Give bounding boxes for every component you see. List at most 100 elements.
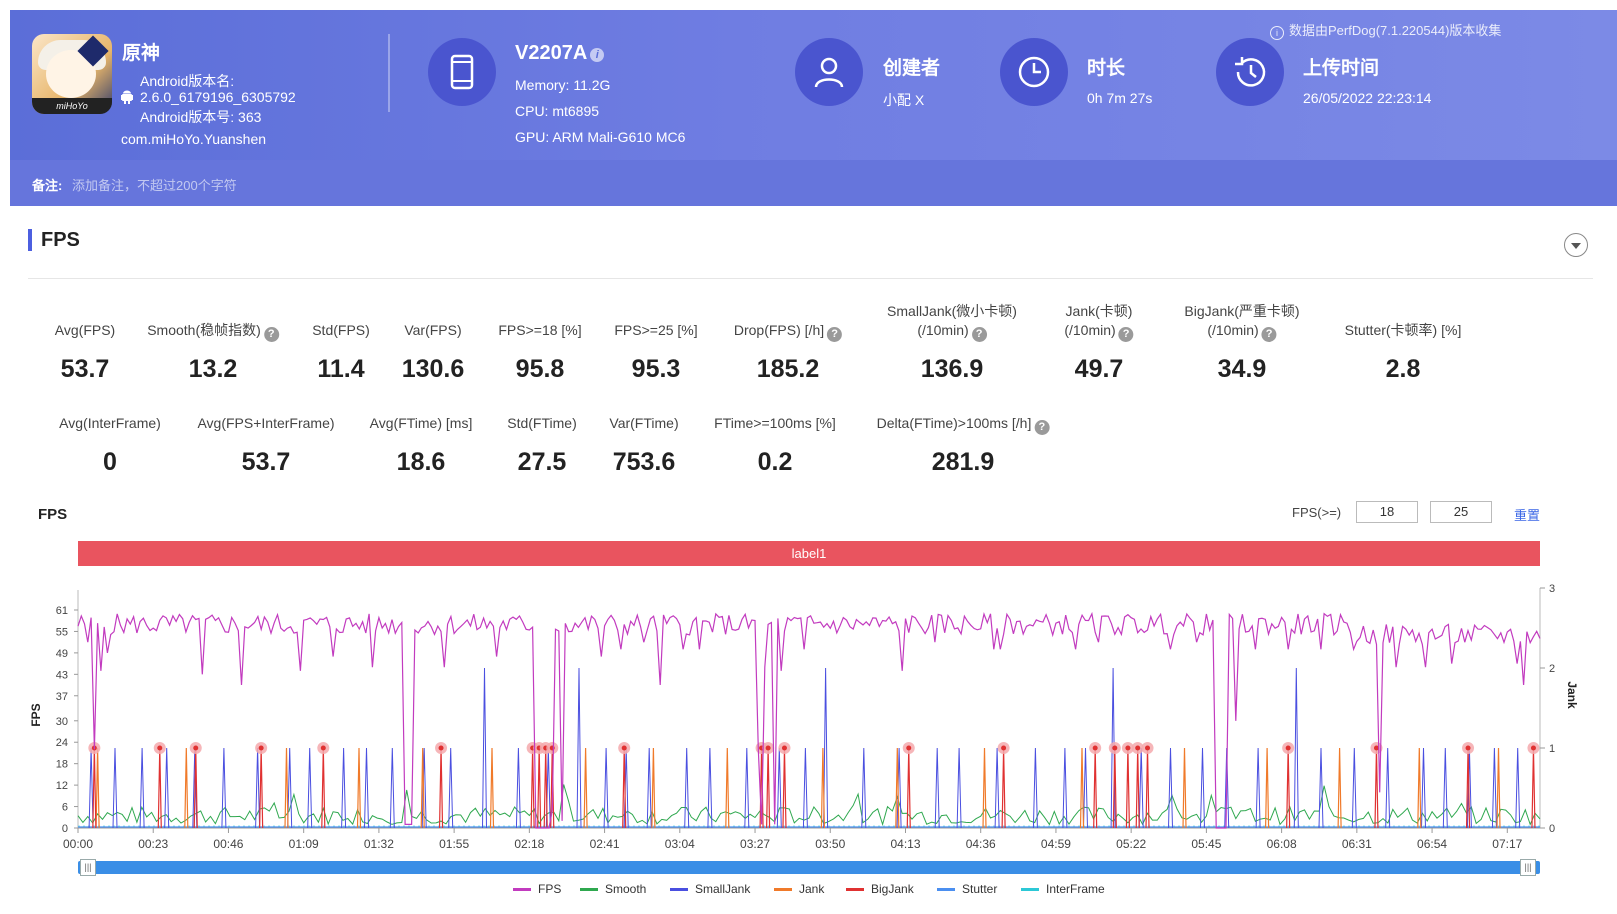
- collapse-toggle-icon[interactable]: [1564, 233, 1588, 257]
- reset-button[interactable]: 重置: [1514, 508, 1541, 523]
- bigjank-spike: [1112, 747, 1117, 829]
- y-tick-label: 37: [56, 691, 68, 703]
- metrics_row2-value-0: 0: [103, 448, 117, 476]
- device-gpu: GPU: ARM Mali-G610 MC6: [515, 129, 686, 145]
- bigjank-marker: [1462, 742, 1475, 754]
- metrics_row1-label-0: Avg(FPS): [54, 322, 116, 338]
- help-icon[interactable]: ?: [1034, 420, 1050, 435]
- bigjank-spike: [1135, 747, 1140, 829]
- fps-threshold-input-1[interactable]: 18: [1356, 501, 1418, 523]
- device-memory: Memory: 11.2G: [515, 77, 611, 93]
- metrics_row1-value-8: 49.7: [1074, 355, 1124, 383]
- bigjank-spike: [543, 747, 548, 829]
- legend-swatch: [580, 888, 598, 892]
- creator-value: 小配 X: [883, 92, 925, 108]
- device-cpu: CPU: mt6895: [515, 103, 600, 119]
- device-info-icon[interactable]: i: [590, 48, 605, 62]
- y2-tick-label: 1: [1549, 743, 1555, 755]
- bigjank-marker-dot: [1112, 745, 1118, 751]
- range-handle-right[interactable]: |||: [1520, 859, 1536, 876]
- x-tick-label: 02:41: [590, 837, 620, 851]
- bigjank-marker: [189, 742, 202, 754]
- help-icon[interactable]: ?: [971, 327, 987, 342]
- y-tick-label: 43: [56, 669, 68, 681]
- legend-swatch: [1021, 888, 1039, 892]
- help-icon[interactable]: ?: [1261, 327, 1277, 342]
- legend-item-interframe[interactable]: InterFrame: [1021, 882, 1105, 896]
- metrics_row1-label-7: SmallJank(微小卡顿) (/10min)?: [887, 303, 1017, 342]
- legend-item-smalljank[interactable]: SmallJank: [670, 882, 750, 896]
- bigjank-marker: [1282, 742, 1295, 754]
- bigjank-marker-dot: [536, 745, 542, 751]
- bigjank-marker-dot: [1145, 745, 1151, 751]
- legend-item-fps[interactable]: FPS: [513, 882, 561, 896]
- metrics_row2-label-1: Avg(FPS+InterFrame): [197, 415, 335, 431]
- bigjank-spike: [1125, 747, 1130, 829]
- metrics_row1-value-7: 136.9: [920, 355, 984, 383]
- range-handle-left[interactable]: |||: [80, 859, 96, 876]
- metrics_row1-label-4: FPS>=18 [%]: [498, 322, 582, 338]
- y2-tick-label: 3: [1549, 583, 1555, 595]
- report-header: i 数据由PerfDog(7.1.220544)版本收集 miHoYo 原神 An…: [10, 10, 1617, 206]
- x-tick-label: 00:00: [63, 837, 93, 851]
- metrics_row1-value-2: 11.4: [317, 355, 365, 383]
- data-source-credit: i 数据由PerfDog(7.1.220544)版本收集: [1270, 20, 1501, 40]
- metrics_row1-label-9: BigJank(严重卡顿) (/10min)?: [1184, 303, 1300, 342]
- bigjank-marker: [618, 742, 631, 754]
- duration-value: 0h 7m 27s: [1087, 90, 1153, 106]
- legend-swatch: [670, 888, 688, 892]
- legend-item-smooth[interactable]: Smooth: [580, 882, 646, 896]
- android-icon: [121, 90, 133, 104]
- x-tick-label: 06:54: [1417, 837, 1447, 851]
- x-tick-label: 01:09: [289, 837, 319, 851]
- metrics_row2-value-5: 0.2: [757, 448, 793, 476]
- duration-label: 时长: [1087, 58, 1126, 79]
- bigjank-spike: [157, 747, 162, 829]
- y-tick-label: 30: [56, 716, 68, 728]
- metrics_row2-label-2: Avg(FTime) [ms]: [369, 415, 473, 431]
- help-icon[interactable]: ?: [827, 327, 843, 342]
- metrics_row1-value-9: 34.9: [1217, 355, 1267, 383]
- legend-item-bigjank[interactable]: BigJank: [846, 882, 914, 896]
- android-version-name: 2.6.0_6179196_6305792: [140, 89, 296, 105]
- bigjank-spike: [92, 747, 97, 829]
- bigjank-marker-dot: [1125, 745, 1131, 751]
- segment-label-bar[interactable]: label1: [78, 541, 1540, 566]
- bigjank-marker: [317, 742, 330, 754]
- fps-threshold-input-2[interactable]: 25: [1430, 501, 1492, 523]
- bigjank-marker-dot: [1465, 745, 1471, 751]
- bigjank-spike: [759, 747, 764, 829]
- bigjank-marker: [755, 742, 768, 754]
- time-range-slider[interactable]: [78, 861, 1540, 874]
- help-icon[interactable]: ?: [1118, 327, 1134, 342]
- metrics_row2-value-4: 753.6: [612, 448, 676, 476]
- note-input[interactable]: 添加备注，不超过200个字符: [72, 178, 237, 193]
- metrics_row1-label-3: Var(FPS): [404, 322, 462, 338]
- bigjank-marker: [1527, 742, 1540, 754]
- app-name: 原神: [122, 43, 161, 64]
- history-icon: [1216, 38, 1284, 106]
- android-version-code: Android版本号: 363: [140, 109, 262, 125]
- bigjank-spike: [193, 747, 198, 829]
- metrics_row1-value-3: 130.6: [401, 355, 465, 383]
- smooth-series: [77, 784, 1541, 827]
- legend-item-stutter[interactable]: Stutter: [937, 882, 997, 896]
- bigjank-spike: [1001, 747, 1006, 829]
- metrics_row1-value-0: 53.7: [60, 355, 110, 383]
- bigjank-marker-dot: [1285, 745, 1291, 751]
- bigjank-marker-dot: [543, 745, 549, 751]
- y-tick-label: 55: [56, 626, 68, 638]
- legend-item-jank[interactable]: Jank: [774, 882, 824, 896]
- x-tick-label: 03:04: [665, 837, 695, 851]
- bigjank-marker: [762, 742, 775, 754]
- x-tick-label: 05:22: [1116, 837, 1146, 851]
- metrics_row1-value-6: 185.2: [756, 355, 820, 383]
- metrics_row2-label-5: FTime>=100ms [%]: [714, 415, 836, 431]
- metrics_row2-label-3: Std(FTime): [507, 415, 577, 431]
- metrics_row2-label-6: Delta(FTime)>100ms [/h]?: [877, 414, 1050, 435]
- help-icon[interactable]: ?: [263, 327, 279, 342]
- bigjank-spike: [550, 747, 555, 829]
- legend-swatch: [513, 888, 531, 892]
- device-icon: [428, 38, 496, 106]
- x-tick-label: 06:08: [1267, 837, 1297, 851]
